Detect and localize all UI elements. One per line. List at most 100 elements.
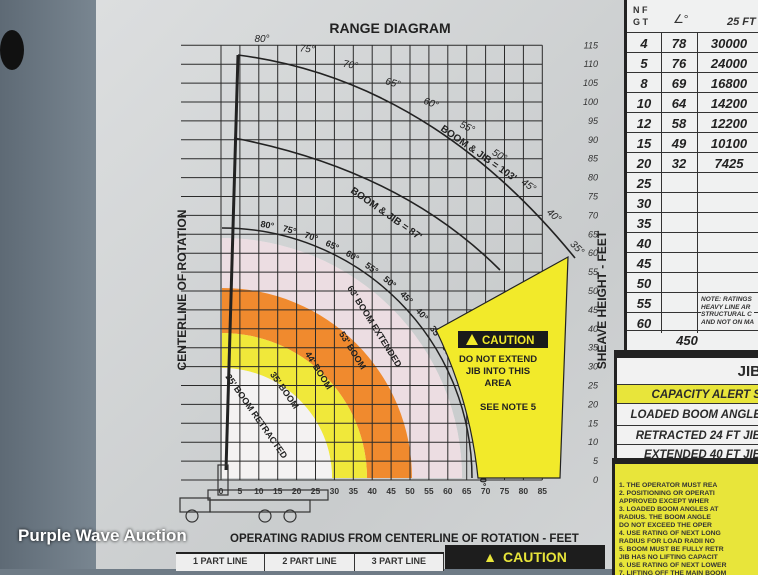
y-tick-label: 20: [587, 399, 598, 409]
bottom-caution-text: CAUTION: [503, 549, 567, 565]
watermark: Purple Wave Auction: [18, 526, 187, 545]
part-line-1: 1 PART LINE: [176, 554, 266, 571]
table-row: 45: [627, 252, 758, 273]
y-tick-label: 5: [593, 456, 599, 466]
note-line: APPROVED EXCEPT WHER: [619, 498, 709, 505]
x-tick-label: 10: [254, 486, 264, 496]
y-tick-label: 10: [588, 437, 598, 447]
table-cell-angle: [661, 253, 698, 273]
table-cell-length: 60: [627, 313, 662, 333]
table-cell-angle: [661, 233, 698, 253]
diagram-title: RANGE DIAGRAM: [329, 20, 450, 36]
y-tick-label: 25: [587, 381, 599, 391]
x-tick-label: 75: [500, 486, 510, 496]
header-col3: 25 FT: [727, 16, 756, 28]
outer-angle-label: 75°: [299, 43, 315, 55]
table-cell-angle: 58: [661, 113, 698, 133]
y-tick-label: 60: [588, 248, 598, 258]
inner-angle-label: 80°: [260, 219, 276, 231]
table-cell-capacity: [697, 213, 758, 233]
table-cell-angle: [661, 173, 698, 193]
y-tick-label: 40: [588, 324, 598, 334]
outer-angle-label: 65°: [384, 76, 401, 91]
boom-arc-outer: [221, 227, 473, 479]
table-cell-angle: [661, 273, 698, 293]
y-axis-label: SHEAVE HEIGHT - FEET: [595, 230, 609, 369]
table-cell-angle: [661, 293, 698, 313]
note-line: RADIUS FOR LOAD RADII NO: [619, 538, 715, 545]
boom-jib-87-arc: [233, 137, 501, 271]
table-cell-length: 12: [627, 113, 662, 133]
table-row: 30: [627, 192, 758, 213]
table-cell-capacity: 10100: [710, 135, 748, 151]
table-cell-angle: 32: [661, 153, 698, 173]
operator-notes: 1. THE OPERATOR MUST REA 2. POSITIONING O…: [612, 458, 758, 575]
table-cell-capacity: [697, 193, 758, 213]
table-row: 10 64 14200: [627, 92, 758, 113]
warning-icon: [466, 334, 478, 345]
load-chart-table: N F G T ∠° 25 FT 4 78 30000 5 76 24000 8 69 1680…: [624, 0, 758, 350]
y-tick-label: 110: [584, 59, 598, 69]
table-cell-length: 45: [627, 253, 662, 273]
note-line: JIB HAS NO LIFTING CAPACIT: [619, 554, 718, 561]
jib-section: JIB CAPACITY ALERT S LOADED BOOM ANGLE R…: [614, 350, 758, 463]
table-cell-capacity: [697, 173, 758, 193]
table-cell-length: 5: [627, 53, 662, 73]
y-tick-label: 30: [588, 362, 598, 372]
x-tick-label: 65: [462, 486, 472, 496]
table-row: 5 76 24000: [627, 52, 758, 73]
note-line: 7. LIFTING OFF THE MAIN BOOM: [619, 570, 727, 575]
table-cell-capacity: 14200: [710, 95, 748, 111]
inner-angle-label: 70°: [303, 230, 320, 244]
table-cell-length: 10: [627, 93, 662, 113]
table-cell-length: 20: [627, 153, 662, 173]
band-63-boom-extended: [222, 238, 462, 478]
table-cell-length: 4: [627, 33, 662, 53]
mounting-hole: [0, 30, 24, 70]
x-tick-label: 35: [349, 486, 359, 496]
x-tick-label: 40: [367, 486, 377, 496]
y-tick-label: 115: [584, 40, 599, 50]
part-line-3: 3 PART LINE: [355, 554, 444, 571]
jib-row: LOADED BOOM ANGLE: [617, 403, 758, 426]
table-row: 4 78 30000: [627, 32, 758, 53]
table-cell-length: 55: [627, 293, 662, 313]
table-cell-angle: 69: [661, 73, 698, 93]
x-tick-label: 30: [330, 486, 340, 496]
table-cell-capacity: 30000: [710, 35, 748, 51]
caution-heading-bg: [458, 331, 548, 348]
table-cell-length: 35: [627, 213, 662, 233]
y-tick-label: 0: [593, 475, 598, 485]
table-cell-angle: 49: [661, 133, 698, 153]
boom-angle-icon: ∠°: [673, 12, 689, 26]
note-line: 2. POSITIONING OR OPERATI: [619, 490, 715, 497]
x-tick-label: 80: [519, 486, 529, 496]
outer-angle-label: 55°: [458, 120, 476, 136]
table-cell-angle: 78: [661, 33, 698, 53]
y-tick-label: 50: [588, 286, 598, 296]
y-tick-label: 80: [588, 173, 598, 183]
y-tick-label: 15: [588, 418, 599, 428]
note-line: 4. USE RATING OF NEXT LONG: [619, 530, 721, 537]
x-tick-label: 0: [219, 486, 224, 496]
outer-angle-label: 80°: [254, 34, 269, 45]
x-tick-label: 50: [405, 486, 415, 496]
caution-note: SEE NOTE 5: [480, 402, 537, 413]
boom-jib-103-arc: [237, 54, 576, 259]
table-cell-capacity: 7425: [714, 155, 744, 171]
x-tick-label: 55: [424, 486, 434, 496]
x-tick-label: 25: [311, 486, 321, 496]
y-tick-label: 85: [588, 154, 599, 164]
boom-mast: [224, 54, 240, 471]
table-cell-capacity: 24000: [710, 55, 748, 71]
outer-angle-label: 45°: [519, 177, 538, 195]
header-col1-top: N F: [633, 5, 648, 15]
part-line-2: 2 PART LINE: [265, 554, 355, 571]
y-tick-label: 70: [588, 210, 598, 220]
table-note: NOTE: RATINGS HEAVY LINE AR STRUCTURAL C…: [701, 296, 755, 326]
table-row: 20 32 7425: [627, 152, 758, 173]
note-line: 3. LOADED BOOM ANGLES AT: [619, 506, 719, 513]
table-cell-length: 8: [627, 73, 662, 93]
table-row: 60: [627, 312, 758, 333]
band-53-boom: [222, 288, 412, 478]
